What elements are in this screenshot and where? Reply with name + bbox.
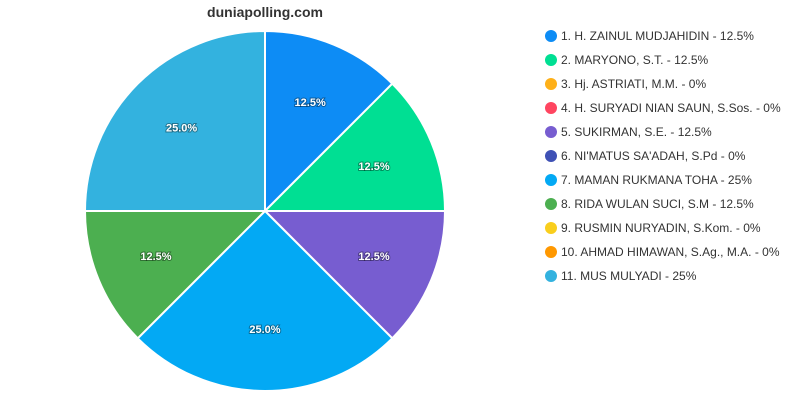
legend-label: 2. MARYONO, S.T. - 12.5% [561, 53, 709, 67]
legend-item-5[interactable]: 5. SUKIRMAN, S.E. - 12.5% [545, 120, 781, 144]
slice-data-label-11: 25.0% [166, 123, 197, 135]
slice-data-label-1: 12.5% [295, 97, 326, 109]
legend-item-9[interactable]: 9. RUSMIN NURYADIN, S.Kom. - 0% [545, 216, 781, 240]
pie-slice-8[interactable] [83, 210, 268, 340]
chart-title: duniapolling.com [207, 4, 323, 20]
legend-marker [545, 54, 557, 66]
legend-marker [545, 174, 557, 186]
legend-item-6[interactable]: 6. NI'MATUS SA'ADAH, S.Pd - 0% [545, 144, 781, 168]
legend-marker [545, 102, 557, 114]
legend-label: 6. NI'MATUS SA'ADAH, S.Pd - 0% [561, 149, 746, 163]
chart-legend: 1. H. ZAINUL MUDJAHIDIN - 12.5% 2. MARYON… [545, 24, 781, 288]
legend-marker [545, 78, 557, 90]
slice-data-label-8: 12.5% [140, 251, 171, 263]
legend-item-3[interactable]: 3. Hj. ASTRIATI, M.M. - 0% [545, 72, 781, 96]
legend-label: 10. AHMAD HIMAWAN, S.Ag., M.A. - 0% [561, 245, 780, 259]
legend-marker [545, 222, 557, 234]
legend-marker [545, 150, 557, 162]
legend-item-2[interactable]: 2. MARYONO, S.T. - 12.5% [545, 48, 781, 72]
slice-data-label-7: 25.0% [249, 324, 280, 336]
slice-data-label-5: 12.5% [358, 251, 389, 263]
legend-marker [545, 246, 557, 258]
pie-slice-5[interactable] [262, 210, 447, 340]
pie-slice-2[interactable] [262, 82, 447, 212]
legend-item-7[interactable]: 7. MAMAN RUKMANA TOHA - 25% [545, 168, 781, 192]
legend-marker [545, 198, 557, 210]
legend-label: 5. SUKIRMAN, S.E. - 12.5% [561, 125, 712, 139]
legend-label: 9. RUSMIN NURYADIN, S.Kom. - 0% [561, 221, 761, 235]
legend-label: 11. MUS MULYADI - 25% [561, 269, 697, 283]
legend-marker [545, 126, 557, 138]
pie-slice-1[interactable] [264, 29, 394, 214]
legend-item-1[interactable]: 1. H. ZAINUL MUDJAHIDIN - 12.5% [545, 24, 781, 48]
pie-slice-7[interactable] [136, 209, 394, 392]
legend-label: 8. RIDA WULAN SUCI, S.M - 12.5% [561, 197, 754, 211]
legend-marker [545, 270, 557, 282]
pie-chart: 12.5% 12.5% 12.5% 25.0% 12.5% 25.0% [83, 29, 447, 392]
legend-marker [545, 30, 557, 42]
legend-label: 3. Hj. ASTRIATI, M.M. - 0% [561, 77, 707, 91]
legend-item-10[interactable]: 10. AHMAD HIMAWAN, S.Ag., M.A. - 0% [545, 240, 781, 264]
slice-data-label-2: 12.5% [358, 161, 389, 173]
legend-label: 1. H. ZAINUL MUDJAHIDIN - 12.5% [561, 29, 754, 43]
legend-label: 4. H. SURYADI NIAN SAUN, S.Sos. - 0% [561, 101, 781, 115]
legend-item-11[interactable]: 11. MUS MULYADI - 25% [545, 264, 781, 288]
legend-item-4[interactable]: 4. H. SURYADI NIAN SAUN, S.Sos. - 0% [545, 96, 781, 120]
legend-label: 7. MAMAN RUKMANA TOHA - 25% [561, 173, 752, 187]
legend-item-8[interactable]: 8. RIDA WULAN SUCI, S.M - 12.5% [545, 192, 781, 216]
pie-slice-11[interactable] [83, 29, 266, 212]
